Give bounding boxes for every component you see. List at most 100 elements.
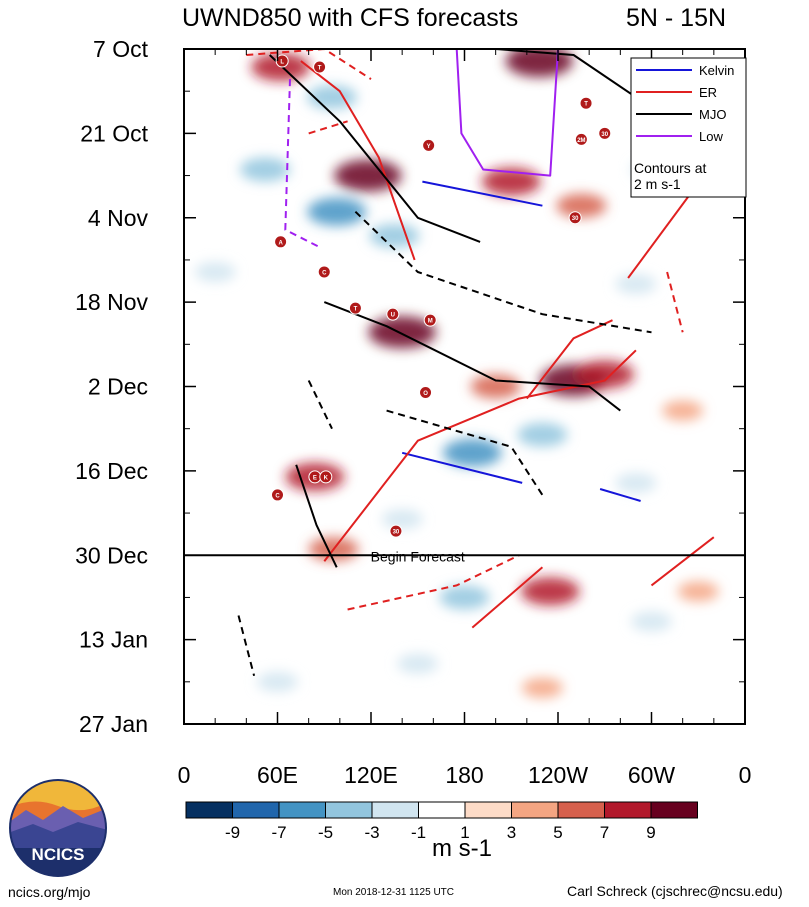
footer-author: Carl Schreck (cjschrec@ncsu.edu) [567,883,783,899]
x-tick-label: 180 [445,762,483,788]
y-tick-label: 27 Jan [79,711,148,737]
mjo-contour [495,49,637,99]
er-contour [246,49,372,80]
storm-marker-label: C [275,493,280,499]
storm-marker-label: 2M [577,138,585,144]
anomaly-patch [240,157,291,182]
storm-marker: 30 [598,126,612,140]
colorbar-tick-label: -7 [271,823,286,842]
storm-marker: L [275,54,289,68]
mjo-contour [323,301,621,412]
er-contour [650,536,715,587]
er-contour [323,349,637,562]
latitude-band-label: 5N - 15N [626,4,727,32]
colorbar-tick-label: -9 [225,823,240,842]
storm-marker-icon [423,313,437,327]
storm-marker-icon [274,235,288,249]
anomaly-patch [256,671,299,692]
anomaly-patch [556,193,607,218]
anomaly-patch [470,374,521,399]
anomaly-patch [194,261,236,282]
legend-note: Contours at [634,160,706,176]
colorbar-tick-label: -5 [318,823,333,842]
kelvin-contour [422,180,543,207]
er-contour [471,566,544,629]
storm-marker-label: Y [427,144,431,150]
x-tick-label: 120E [344,762,398,788]
ncics-logo[interactable]: NCICS [8,778,108,878]
storm-marker: O [419,385,433,399]
storm-marker-layer: L T Y T 2M 30 30 A C T U M O E K C 30 [271,54,612,538]
storm-marker-icon [271,488,284,502]
colorbar-tick-label: 7 [600,823,609,842]
storm-marker: 2M [574,132,588,146]
y-tick-label: 21 Oct [80,120,148,146]
y-tick-label: 2 Dec [88,374,148,400]
anomaly-patch [369,223,420,248]
storm-marker: 30 [389,524,403,538]
storm-marker-icon [313,60,327,74]
y-tick-label: 13 Jan [79,627,148,653]
colorbar-tick-label: 5 [553,823,562,842]
anomaly-patch [307,197,367,226]
storm-marker-label: T [584,102,588,108]
legend: Kelvin ER MJO Low Contours at2 m s-1 [630,57,747,198]
forecast-label: Begin Forecast [371,548,465,564]
storm-marker: A [274,235,288,249]
storm-marker: T [579,96,593,110]
footer-timestamp: Mon 2018-12-31 1125 UTC [333,887,454,898]
legend-box [630,57,747,198]
storm-marker-label: U [391,313,395,319]
colorbar-swatch [185,801,233,819]
storm-marker-icon [568,211,582,225]
storm-marker-label: A [278,240,283,246]
storm-marker-label: C [322,270,327,276]
storm-marker-icon [574,132,588,146]
storm-marker: T [348,301,362,315]
mjo-contour [386,409,544,496]
logo-text: NCICS [32,845,85,864]
storm-marker: T [313,60,327,74]
colorbar-tick-label: 9 [646,823,655,842]
storm-marker-label: T [318,66,322,72]
footer-url[interactable]: ncics.org/mjo [8,884,91,900]
anomaly-patch [334,159,402,192]
storm-marker-label: 30 [572,216,579,222]
anomaly-patch [481,167,541,196]
storm-marker-icon [386,307,400,321]
storm-marker: C [271,488,284,502]
anomaly-patch [615,274,657,295]
storm-marker: K [319,470,333,484]
storm-marker: M [423,313,437,327]
colorbar-swatch [604,801,652,819]
y-tick-label: 4 Nov [88,205,149,231]
er-contour [308,120,348,135]
colorbar-tick-label: -3 [364,823,379,842]
storm-marker-icon [275,54,289,68]
er-contour [666,271,684,333]
anomaly-patch [615,472,657,493]
anomaly-patch [442,438,502,467]
er-contour [526,319,613,400]
mjo-contour [237,615,256,677]
colorbar-tick-label: -1 [411,823,426,842]
storm-marker-label: O [423,391,428,397]
legend-label: Low [699,129,723,144]
colorbar-tick-label: 3 [507,823,516,842]
storm-marker-icon [579,96,593,110]
colorbar: -9 -7 -5 -3 -1 1 3 5 7 9 [185,801,698,842]
anomaly-patch [520,577,580,606]
storm-marker-icon [348,301,362,315]
kelvin-contour [401,451,523,484]
mjo-contour [295,464,338,568]
storm-marker: C [317,265,331,279]
legend-note: 2 m s-1 [634,176,681,192]
storm-marker-icon [422,138,436,152]
colorbar-swatch [325,801,373,819]
y-tick-label: 16 Dec [75,458,148,484]
storm-marker-label: 30 [393,530,400,536]
storm-marker: U [386,307,400,321]
colorbar-tick-label: 1 [460,823,469,842]
anomaly-patch [517,422,568,447]
